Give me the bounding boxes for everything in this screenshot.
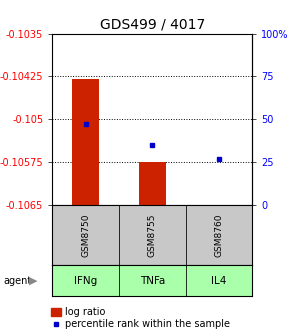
Bar	[119, 265, 186, 296]
Text: IL4: IL4	[211, 276, 227, 286]
Text: GSM8755: GSM8755	[148, 213, 157, 257]
Bar	[186, 205, 252, 265]
Legend: log ratio, percentile rank within the sample: log ratio, percentile rank within the sa…	[51, 307, 230, 330]
Bar	[139, 162, 166, 205]
Bar	[119, 205, 186, 265]
Title: GDS499 / 4017: GDS499 / 4017	[100, 17, 205, 31]
Text: GSM8750: GSM8750	[81, 213, 90, 257]
Text: ▶: ▶	[29, 276, 38, 286]
Bar	[52, 205, 119, 265]
Bar	[72, 79, 99, 205]
Bar	[52, 265, 119, 296]
Text: IFNg: IFNg	[74, 276, 97, 286]
Text: GSM8760: GSM8760	[214, 213, 224, 257]
Bar	[186, 265, 252, 296]
Text: TNFa: TNFa	[139, 276, 165, 286]
Text: agent: agent	[3, 276, 31, 286]
